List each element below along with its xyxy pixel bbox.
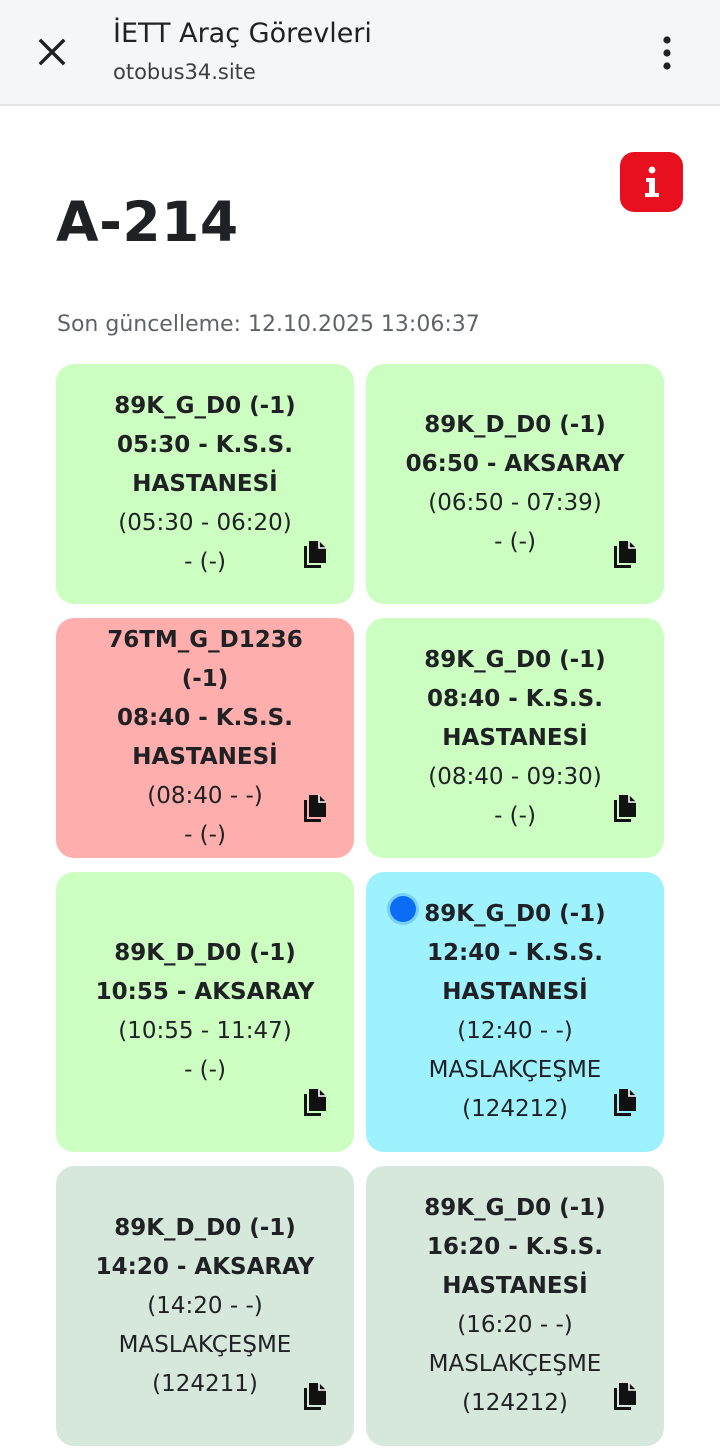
live-indicator-icon (390, 896, 416, 922)
task-route: 89K_D_D0 (-1) (114, 940, 296, 966)
task-times: (05:30 - 06:20) (118, 509, 292, 536)
task-driver: MASLAKÇEŞME (124212) (428, 1057, 602, 1122)
task-departure: 05:30 - K.S.S. HASTANESİ (117, 431, 293, 497)
task-departure: 14:20 - AKSARAY (95, 1253, 315, 1280)
browser-url[interactable]: otobus34.site (113, 60, 256, 84)
copy-icon[interactable] (302, 1382, 328, 1412)
vehicle-code: A-214 (56, 190, 239, 254)
copy-icon[interactable] (612, 540, 638, 570)
close-icon (38, 38, 66, 66)
task-times: (06:50 - 07:39) (428, 490, 602, 516)
task-route: 76TM_G_D1236 (-1) (107, 627, 303, 692)
task-route: 89K_D_D0 (-1) (114, 1214, 296, 1241)
copy-icon[interactable] (302, 794, 328, 824)
task-departure: 10:55 - AKSARAY (95, 979, 315, 1005)
info-button[interactable] (620, 152, 683, 212)
task-card-active[interactable]: 89K_G_D0 (-1) 12:40 - K.S.S. HASTANESİ (… (366, 872, 664, 1152)
task-card[interactable]: 76TM_G_D1236 (-1) 08:40 - K.S.S. HASTANE… (56, 618, 354, 858)
copy-icon[interactable] (612, 1088, 638, 1118)
close-button[interactable] (30, 30, 74, 74)
task-times: (08:40 - -) (147, 783, 263, 809)
task-card[interactable]: 89K_D_D0 (-1) 10:55 - AKSARAY (10:55 - 1… (56, 872, 354, 1152)
task-driver: - (-) (494, 529, 536, 555)
more-vert-icon (663, 36, 671, 70)
task-card[interactable]: 89K_G_D0 (-1) 08:40 - K.S.S. HASTANESİ (… (366, 618, 664, 858)
task-card[interactable]: 89K_G_D0 (-1) 05:30 - K.S.S. HASTANESİ (… (56, 364, 354, 604)
task-route: 89K_G_D0 (-1) (424, 646, 606, 673)
task-departure: 12:40 - K.S.S. HASTANESİ (427, 940, 603, 1005)
copy-icon[interactable] (302, 540, 328, 570)
task-departure: 06:50 - AKSARAY (405, 451, 625, 477)
task-times: (10:55 - 11:47) (118, 1018, 292, 1044)
task-route: 89K_G_D0 (-1) (424, 1195, 606, 1221)
task-times: (14:20 - -) (147, 1292, 263, 1319)
browser-title: İETT Araç Görevleri (113, 18, 372, 49)
browser-toolbar: İETT Araç Görevleri otobus34.site (0, 0, 720, 106)
task-departure: 16:20 - K.S.S. HASTANESİ (427, 1234, 603, 1299)
more-menu-button[interactable] (648, 32, 686, 74)
task-driver: - (-) (494, 802, 536, 829)
info-icon (644, 166, 659, 197)
copy-icon[interactable] (302, 1088, 328, 1118)
task-grid: 89K_G_D0 (-1) 05:30 - K.S.S. HASTANESİ (… (56, 364, 664, 1446)
copy-icon[interactable] (612, 1382, 638, 1412)
task-times: (12:40 - -) (457, 1018, 573, 1044)
task-departure: 08:40 - K.S.S. HASTANESİ (117, 705, 293, 770)
last-update-text: Son güncelleme: 12.10.2025 13:06:37 (57, 312, 480, 337)
task-route: 89K_G_D0 (-1) (114, 392, 296, 419)
task-driver: - (-) (184, 1057, 226, 1083)
task-driver: - (-) (184, 822, 226, 848)
task-route: 89K_G_D0 (-1) (424, 901, 606, 927)
task-card[interactable]: 89K_G_D0 (-1) 16:20 - K.S.S. HASTANESİ (… (366, 1166, 664, 1446)
task-route: 89K_D_D0 (-1) (424, 412, 606, 438)
task-card[interactable]: 89K_D_D0 (-1) 06:50 - AKSARAY (06:50 - 0… (366, 364, 664, 604)
task-driver: MASLAKÇEŞME (124212) (428, 1351, 602, 1416)
task-times: (16:20 - -) (457, 1312, 573, 1338)
task-card[interactable]: 89K_D_D0 (-1) 14:20 - AKSARAY (14:20 - -… (56, 1166, 354, 1446)
task-driver: - (-) (184, 548, 226, 575)
task-driver: MASLAKÇEŞME (124211) (118, 1331, 292, 1397)
task-times: (08:40 - 09:30) (428, 763, 602, 790)
copy-icon[interactable] (612, 794, 638, 824)
task-departure: 08:40 - K.S.S. HASTANESİ (427, 685, 603, 751)
